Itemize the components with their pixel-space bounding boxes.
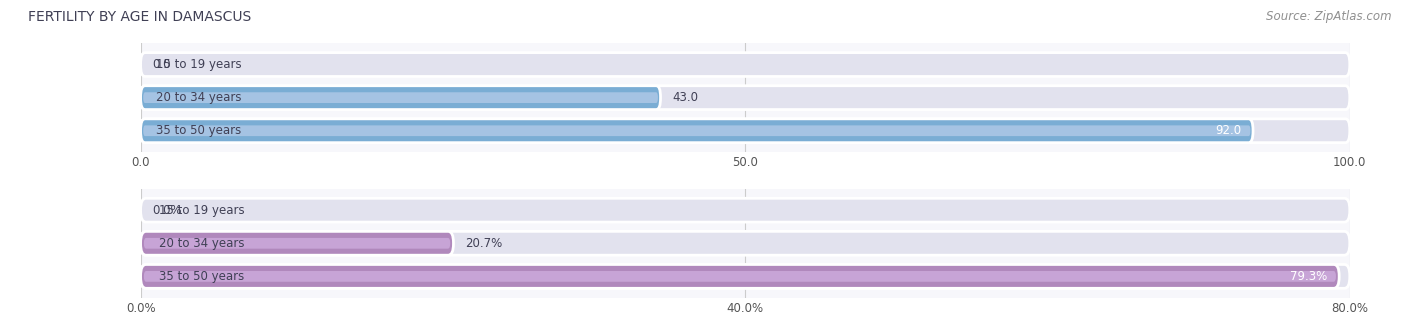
Text: 15 to 19 years: 15 to 19 years [159, 204, 245, 217]
FancyBboxPatch shape [141, 231, 454, 255]
FancyBboxPatch shape [141, 119, 1350, 143]
FancyBboxPatch shape [143, 92, 658, 103]
Text: 92.0: 92.0 [1215, 124, 1241, 137]
FancyBboxPatch shape [141, 264, 1350, 288]
FancyBboxPatch shape [143, 238, 450, 249]
Text: 79.3%: 79.3% [1289, 270, 1327, 283]
FancyBboxPatch shape [143, 125, 1250, 136]
FancyBboxPatch shape [141, 53, 1350, 76]
Text: 20 to 34 years: 20 to 34 years [159, 237, 245, 250]
Text: 20.7%: 20.7% [465, 237, 503, 250]
Text: Source: ZipAtlas.com: Source: ZipAtlas.com [1267, 10, 1392, 23]
FancyBboxPatch shape [141, 86, 661, 110]
Text: 35 to 50 years: 35 to 50 years [159, 270, 245, 283]
FancyBboxPatch shape [141, 198, 1350, 222]
Text: 35 to 50 years: 35 to 50 years [156, 124, 242, 137]
Text: 0.0: 0.0 [153, 58, 172, 71]
FancyBboxPatch shape [143, 271, 1336, 282]
Text: 15 to 19 years: 15 to 19 years [156, 58, 242, 71]
Text: 20 to 34 years: 20 to 34 years [156, 91, 242, 104]
FancyBboxPatch shape [141, 119, 1253, 143]
FancyBboxPatch shape [141, 264, 1339, 288]
FancyBboxPatch shape [141, 231, 1350, 255]
Text: 0.0%: 0.0% [153, 204, 183, 217]
Text: 43.0: 43.0 [672, 91, 699, 104]
Text: FERTILITY BY AGE IN DAMASCUS: FERTILITY BY AGE IN DAMASCUS [28, 10, 252, 24]
FancyBboxPatch shape [141, 86, 1350, 110]
